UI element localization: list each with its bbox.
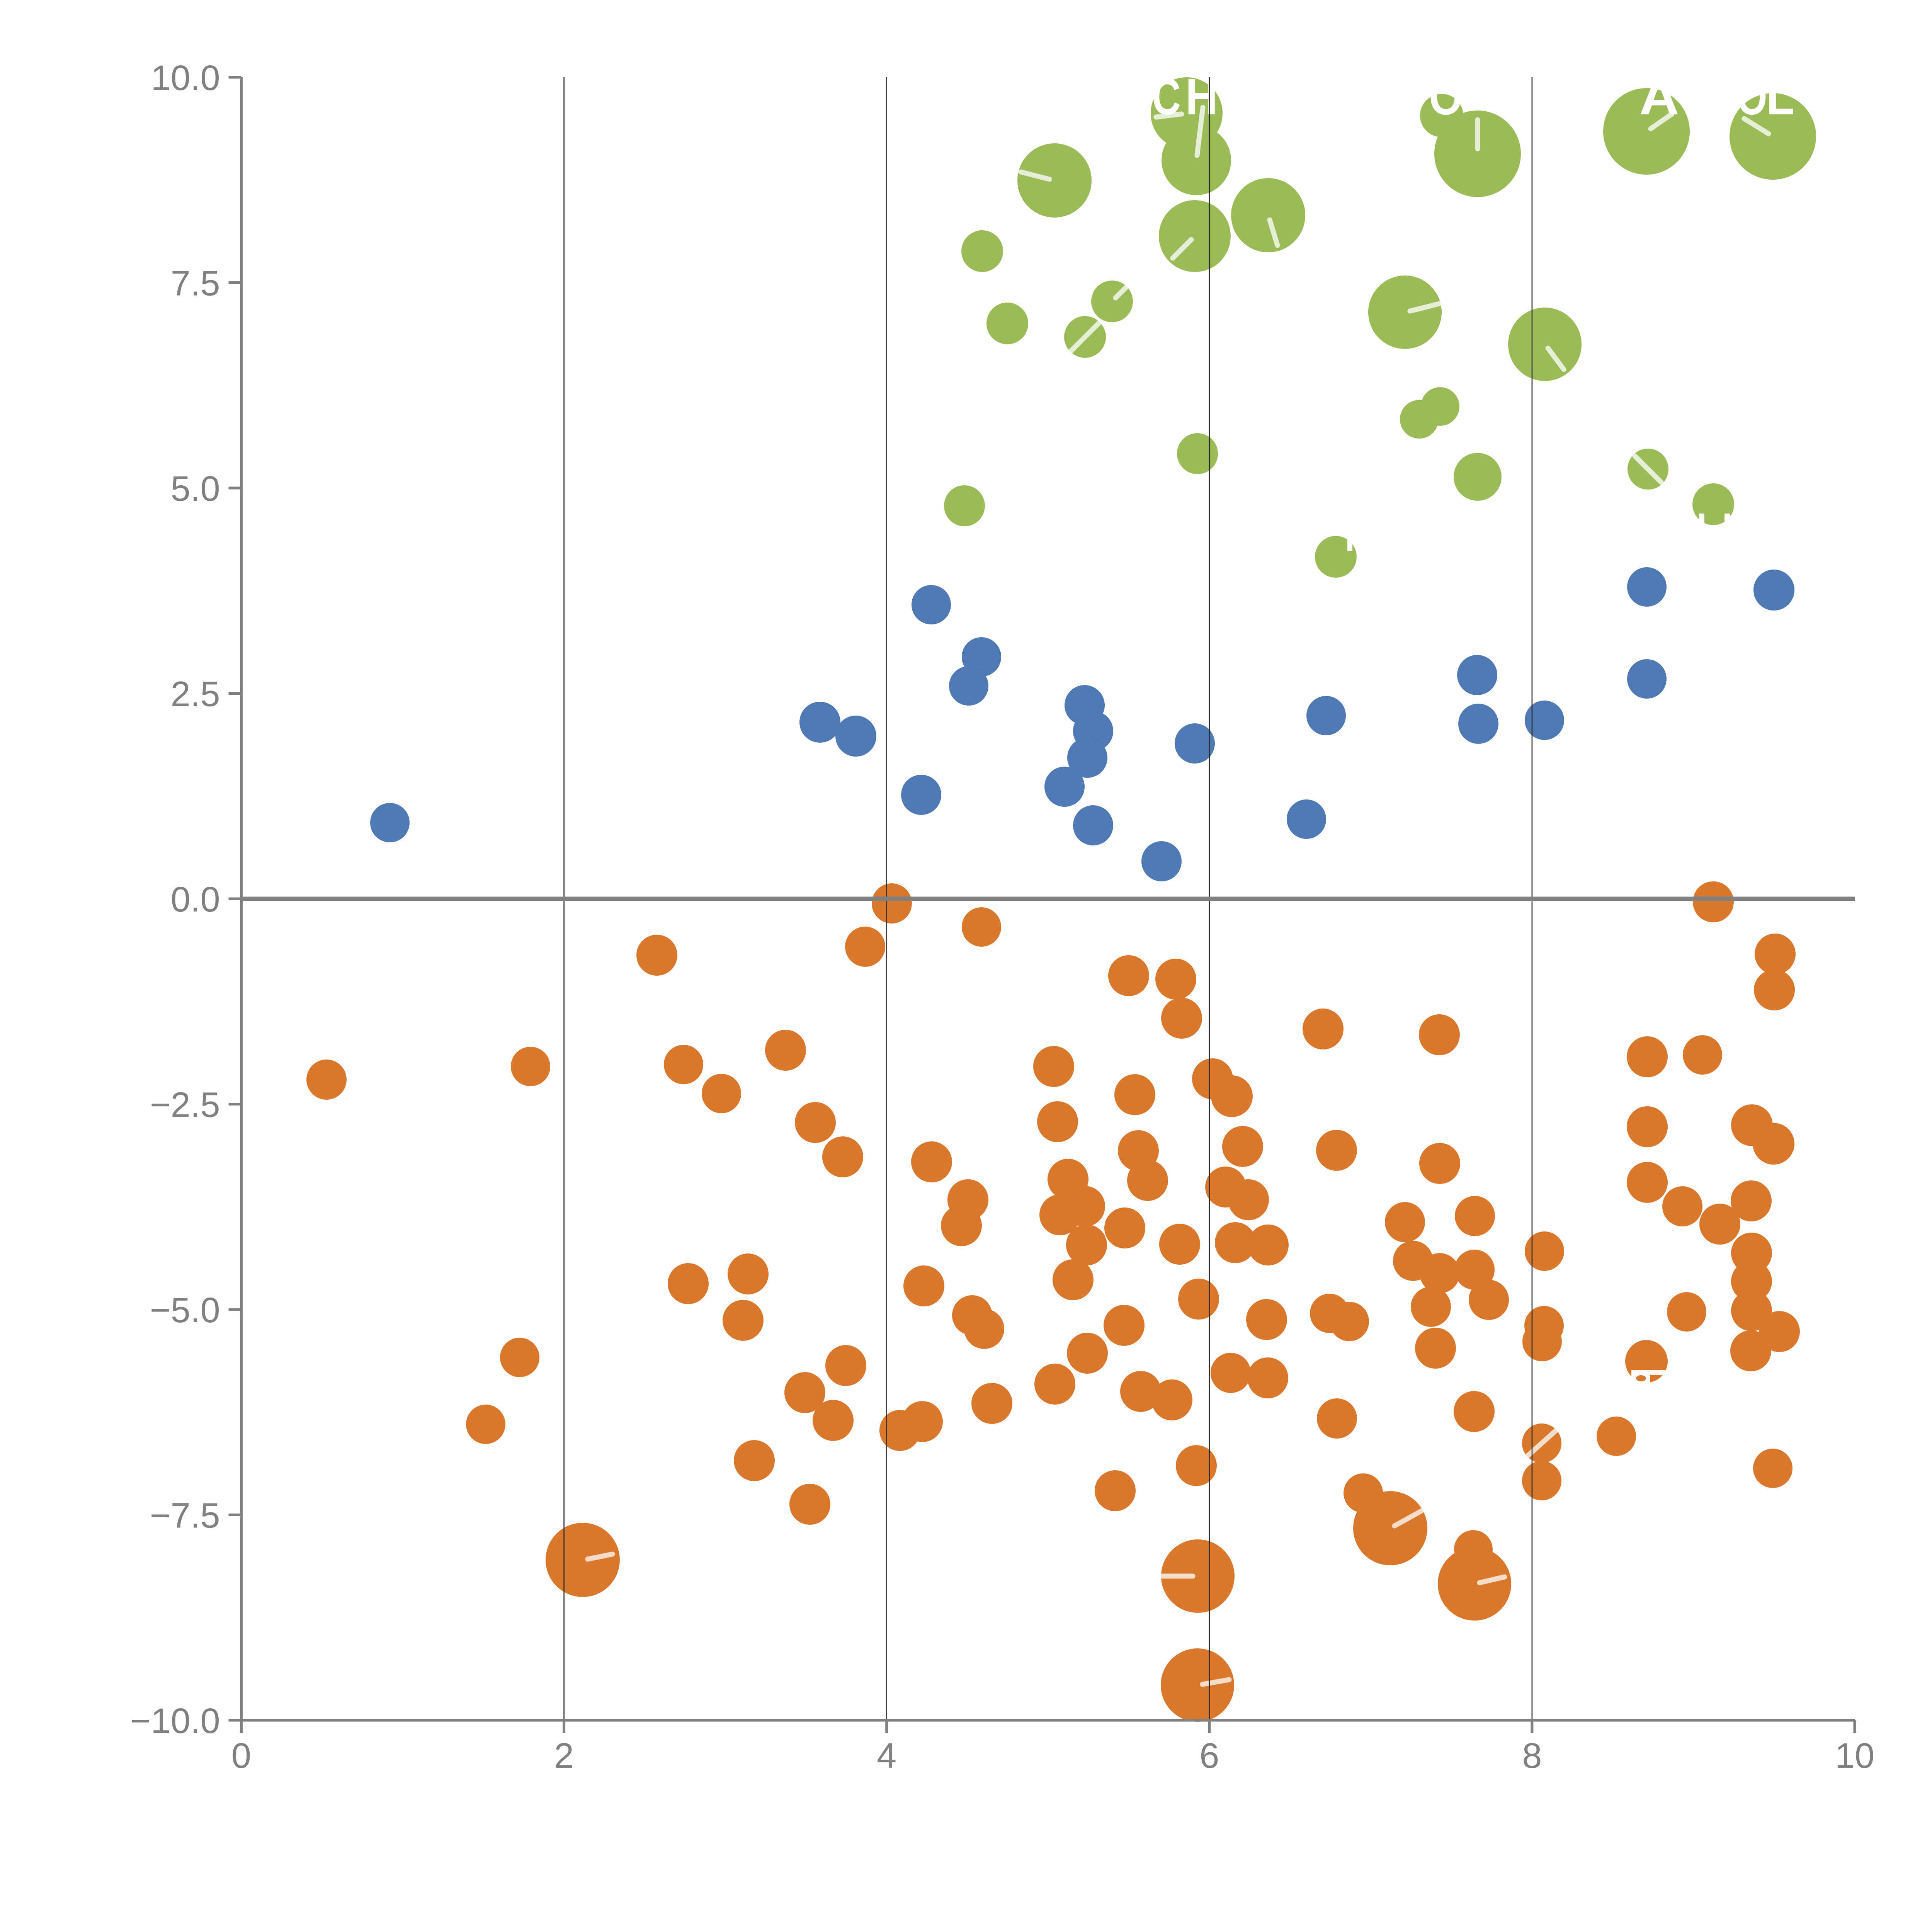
svg-text:10: 10 [1835,1736,1874,1776]
svg-text:−7.5: −7.5 [150,1496,220,1536]
svg-text:L: L [1766,68,1794,125]
svg-text:C: C [1152,68,1181,126]
svg-text:2: 2 [554,1736,574,1776]
svg-text:4: 4 [877,1736,896,1776]
svg-text:0: 0 [231,1736,251,1776]
svg-text:A: A [1639,68,1679,126]
svg-text:6: 6 [1199,1736,1219,1776]
svg-text:7.5: 7.5 [171,264,220,303]
svg-text:−5.0: −5.0 [150,1291,220,1330]
svg-text:8: 8 [1522,1736,1542,1776]
svg-text:0.0: 0.0 [171,880,220,919]
svg-text:5.0: 5.0 [171,469,220,509]
svg-text:2.5: 2.5 [171,675,220,714]
svg-text:O: O [1429,68,1463,126]
svg-text:O: O [1737,68,1767,126]
svg-text:−10.0: −10.0 [130,1701,220,1741]
svg-text:H: H [1185,68,1218,126]
svg-text:10.0: 10.0 [151,58,220,98]
svg-text:−2.5: −2.5 [150,1085,220,1125]
